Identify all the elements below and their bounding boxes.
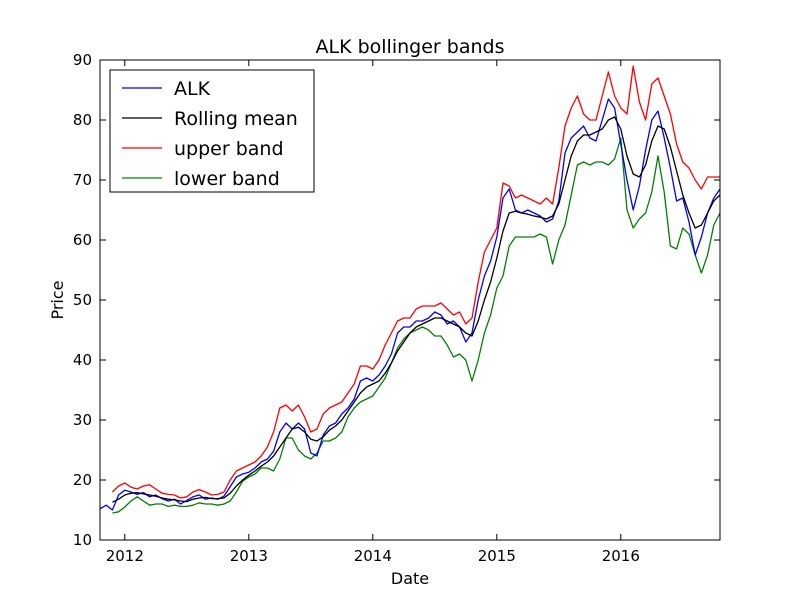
- chart-title: ALK bollinger bands: [316, 36, 505, 58]
- y-tick-label: 90: [73, 51, 92, 69]
- y-tick-label: 30: [73, 411, 92, 429]
- x-tick-label: 2016: [602, 547, 640, 565]
- series-line-upper-band: [111, 65, 720, 499]
- x-tick-label: 2013: [230, 547, 268, 565]
- x-axis-label: Date: [391, 569, 429, 588]
- series-layer: [100, 65, 720, 514]
- legend-label: Rolling mean: [174, 108, 298, 130]
- y-tick-label: 70: [73, 171, 92, 189]
- legend-label: ALK: [174, 78, 211, 100]
- y-tick-label: 20: [73, 471, 92, 489]
- series-line-lower-band: [112, 137, 720, 514]
- x-tick-label: 2014: [354, 547, 392, 565]
- y-tick-label: 80: [73, 111, 92, 129]
- y-tick-label: 40: [73, 351, 92, 369]
- plot-frame: [99, 59, 721, 541]
- y-tick-label: 10: [73, 531, 92, 549]
- legend-box: [109, 69, 315, 193]
- legend-label: upper band: [174, 138, 284, 160]
- y-tick-label: 50: [73, 291, 92, 309]
- x-tick-label: 2015: [478, 547, 516, 565]
- tick-layer: 2012 2013 2014 2015 2016 10 20 30 40 50 60 70 80 90: [73, 51, 720, 565]
- series-line-rolling-mean: [112, 116, 720, 503]
- y-tick-label: 60: [73, 231, 92, 249]
- legend: ALK Rolling mean upper band lower band: [109, 69, 315, 193]
- y-axis-label: Price: [48, 280, 67, 319]
- x-tick-label: 2012: [106, 547, 144, 565]
- legend-label: lower band: [174, 168, 280, 190]
